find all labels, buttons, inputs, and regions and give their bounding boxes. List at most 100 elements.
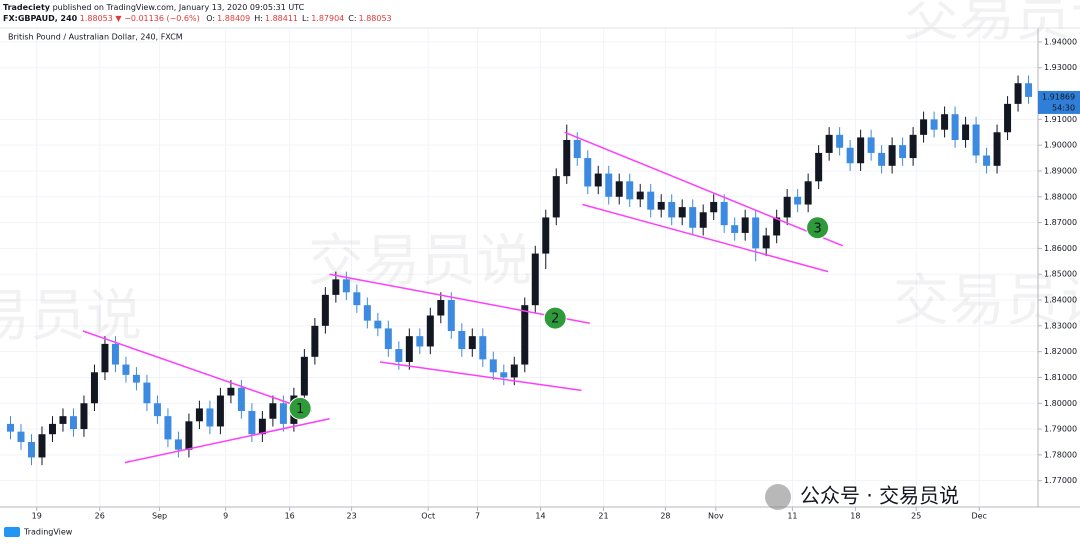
plot: 1 2 3 (6, 75, 1033, 466)
grid (0, 28, 1038, 507)
candle-body (258, 418, 266, 435)
logo (4, 527, 20, 537)
candle-body (426, 315, 434, 347)
candle-body (689, 207, 697, 228)
candle-body (17, 431, 25, 442)
candle-body (510, 364, 518, 378)
x-tick-label: 26 (95, 512, 105, 521)
x-tick-label: 19 (32, 512, 42, 521)
candle-body (668, 201, 676, 218)
x-tick-label: 9 (223, 512, 228, 521)
candle-body (132, 374, 140, 383)
y-tick-label: 1.90000 (1044, 141, 1077, 150)
candle-body (342, 279, 350, 293)
candle-body (353, 292, 361, 306)
x-tick-label: Dec (971, 512, 986, 521)
candle-body (269, 403, 277, 419)
faint-watermark: 交易员说 (893, 269, 1080, 334)
x-tick-label: 11 (787, 512, 797, 521)
y-tick-label: 1.87000 (1044, 218, 1077, 227)
y-tick-label: 1.78000 (1044, 450, 1077, 459)
candle-body (846, 147, 854, 164)
x-tick-label: 23 (347, 512, 357, 521)
header-line: Tradeciety published on TradingView.com,… (3, 3, 305, 12)
candle-body (993, 132, 1001, 166)
trendline (582, 203, 829, 273)
candle-body (374, 320, 382, 329)
x-tick-label: 28 (660, 512, 670, 521)
candle-body (773, 217, 781, 236)
marker-label: 2 (551, 312, 559, 327)
ohlc-key: L: (302, 14, 309, 23)
candle-body (416, 336, 424, 347)
candle-body (951, 114, 959, 141)
candle-body (815, 152, 823, 182)
marker (806, 216, 830, 240)
published: published on TradingView.com, January 13… (53, 3, 305, 12)
candle-body (164, 416, 172, 440)
candle-body (143, 382, 151, 404)
candle-body (321, 294, 329, 326)
candle-body (311, 325, 319, 357)
ohlc-value: 1.88411 (265, 14, 298, 23)
candle-body (531, 253, 539, 306)
x-tick-label: 21 (598, 512, 608, 521)
marker (288, 396, 312, 420)
y-tick-label: 1.81000 (1044, 373, 1077, 382)
candle-body (615, 181, 623, 197)
symbol: FX:GBPAUD, 240 (3, 14, 78, 23)
candle-body (563, 140, 571, 177)
y-tick-label: 1.83000 (1044, 321, 1077, 330)
last-price-box (1038, 90, 1080, 114)
candle-body (153, 403, 161, 417)
candle-body (59, 416, 67, 424)
candle-body (678, 207, 686, 218)
x-tick-label: Nov (708, 512, 724, 521)
candle-body (888, 145, 896, 166)
ohlc: O: 1.88409 H: 1.88411 L: 1.87904 C: 1.88053 (206, 14, 391, 23)
candle-body (332, 279, 340, 295)
watermarks: 交易员说交易员说交易员说交易员说 (0, 0, 1080, 349)
trendline (564, 131, 844, 247)
ohlc-value: 1.88053 (359, 14, 392, 23)
y-tick-label: 1.80000 (1044, 399, 1077, 408)
candle-body (920, 119, 928, 135)
candle-body (384, 328, 392, 350)
marker (543, 306, 567, 330)
ohlc-key: O: (206, 14, 215, 23)
candle-body (605, 173, 613, 197)
candle-body (447, 300, 455, 331)
candle-body (216, 395, 224, 427)
candle-body (542, 217, 550, 254)
candle-body (1025, 83, 1033, 97)
x-tick-label: 18 (850, 512, 860, 521)
countdown: 54:30 (1052, 103, 1075, 112)
candle-body (395, 349, 403, 362)
faint-watermark: 交易员说 (0, 284, 142, 349)
candle-body (899, 145, 907, 159)
candle-body (962, 124, 970, 141)
candle-body (710, 201, 718, 213)
last-price-label: 1.91869 (1042, 92, 1075, 101)
trendline (379, 361, 582, 392)
candle-body (248, 410, 256, 435)
candle-body (857, 137, 865, 164)
candle-body (27, 441, 35, 458)
candle-body (573, 140, 581, 159)
ohlc-key: H: (254, 14, 263, 23)
candle-body (626, 181, 634, 200)
candle-body (489, 359, 497, 373)
candle-body (941, 114, 949, 130)
y-tick-label: 1.94000 (1044, 37, 1077, 46)
trendline (82, 330, 312, 412)
y-tick-label: 1.79000 (1044, 425, 1077, 434)
y-tick-label: 1.82000 (1044, 347, 1077, 356)
candle-body (731, 225, 739, 233)
candle-body (552, 176, 560, 218)
candle-body (972, 124, 980, 156)
trendline (124, 418, 330, 464)
candle-body (983, 155, 991, 166)
candle-body (363, 305, 371, 321)
footer-brand: TradingView (23, 528, 73, 537)
